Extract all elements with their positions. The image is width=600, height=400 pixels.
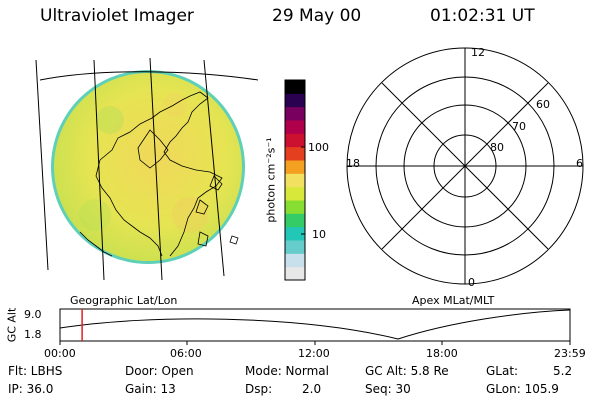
- altitude-y-top: 9.0: [24, 308, 42, 321]
- polar-panel-label: Apex MLat/MLT: [412, 294, 495, 307]
- glat-label: GLat:: [486, 364, 519, 378]
- x-tick-1800: 18:00: [426, 347, 458, 360]
- colorbar-unit-label: photon cm⁻²s⁻¹: [264, 137, 278, 223]
- instrument-title: Ultraviolet Imager: [40, 6, 194, 26]
- door-value: Door: Open: [125, 364, 194, 378]
- mlt-6-label: 6: [576, 157, 583, 170]
- colorbar-frame: [284, 79, 306, 281]
- mode-value: Mode: Normal: [245, 364, 329, 378]
- date-label: 29 May 00: [272, 6, 362, 26]
- colorbar-band: [285, 186, 305, 201]
- colorbar-band: [285, 200, 305, 214]
- altitude-ylabel: GC Alt: [5, 307, 19, 343]
- colorbar: [285, 80, 305, 281]
- ip-value: IP: 36.0: [8, 382, 54, 396]
- polar-grid: [346, 47, 584, 285]
- colorbar-band: [285, 80, 305, 94]
- colorbar-band: [285, 93, 305, 108]
- seq-value: Seq: 30: [365, 382, 411, 396]
- gain-value: Gain: 13: [125, 382, 176, 396]
- colorbar-band: [285, 173, 305, 188]
- mlt-18-label: 18: [346, 157, 360, 170]
- geographic-panel-label: Geographic Lat/Lon: [70, 294, 178, 307]
- colorbar-band: [285, 240, 305, 254]
- dsp-label: Dsp:: [245, 382, 273, 396]
- colorbar-label-100: 100: [308, 141, 329, 154]
- colorbar-band: [285, 253, 305, 268]
- mlat-60-label: 60: [536, 98, 550, 111]
- gc-alt-value: GC Alt: 5.8 Re: [365, 364, 449, 378]
- mlt-12-label: 12: [471, 46, 485, 59]
- colorbar-band: [285, 213, 305, 228]
- x-tick-1200: 12:00: [298, 347, 330, 360]
- colorbar-band: [285, 146, 305, 161]
- mlat-80-label: 80: [490, 141, 504, 154]
- colorbar-band: [285, 160, 305, 174]
- dsp-value: 2.0: [302, 382, 322, 396]
- time-label: 01:02:31 UT: [430, 6, 535, 26]
- x-tick-0600: 06:00: [170, 347, 202, 360]
- colorbar-band: [285, 120, 305, 134]
- colorbar-band: [285, 133, 305, 148]
- flt-value: Flt: LBHS: [8, 364, 63, 378]
- mlat-70-label: 70: [512, 120, 526, 133]
- glon-value: GLon: 105.9: [486, 382, 559, 396]
- altitude-y-bottom: 1.8: [24, 328, 42, 341]
- x-tick-2359: 23:59: [554, 347, 586, 360]
- colorbar-band: [285, 106, 305, 121]
- altitude-x-ticks: [59, 341, 571, 345]
- colorbar-label-10: 10: [312, 228, 326, 241]
- mlt-0-label: 0: [468, 276, 475, 289]
- x-tick-0000: 00:00: [44, 347, 76, 360]
- altitude-curve: [59, 309, 571, 340]
- colorbar-band: [285, 226, 305, 241]
- colorbar-band: [285, 266, 305, 281]
- geographic-image: [35, 57, 259, 281]
- glat-value: 5.2: [553, 364, 573, 378]
- latlon-grid: [35, 57, 259, 281]
